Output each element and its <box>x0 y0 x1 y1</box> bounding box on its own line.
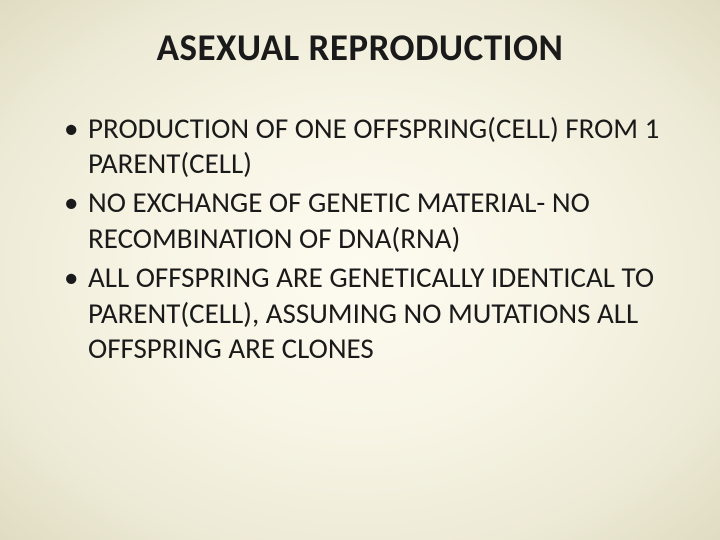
bullet-item: PRODUCTION OF ONE OFFSPRING(CELL) FROM 1… <box>58 111 670 182</box>
slide-title: ASEXUAL REPRODUCTION <box>50 28 670 69</box>
slide-container: ASEXUAL REPRODUCTION PRODUCTION OF ONE O… <box>0 0 720 540</box>
bullet-list: PRODUCTION OF ONE OFFSPRING(CELL) FROM 1… <box>50 111 670 367</box>
bullet-item: ALL OFFSPRING ARE GENETICALLY IDENTICAL … <box>58 260 670 366</box>
bullet-item: NO EXCHANGE OF GENETIC MATERIAL- NO RECO… <box>58 185 670 256</box>
